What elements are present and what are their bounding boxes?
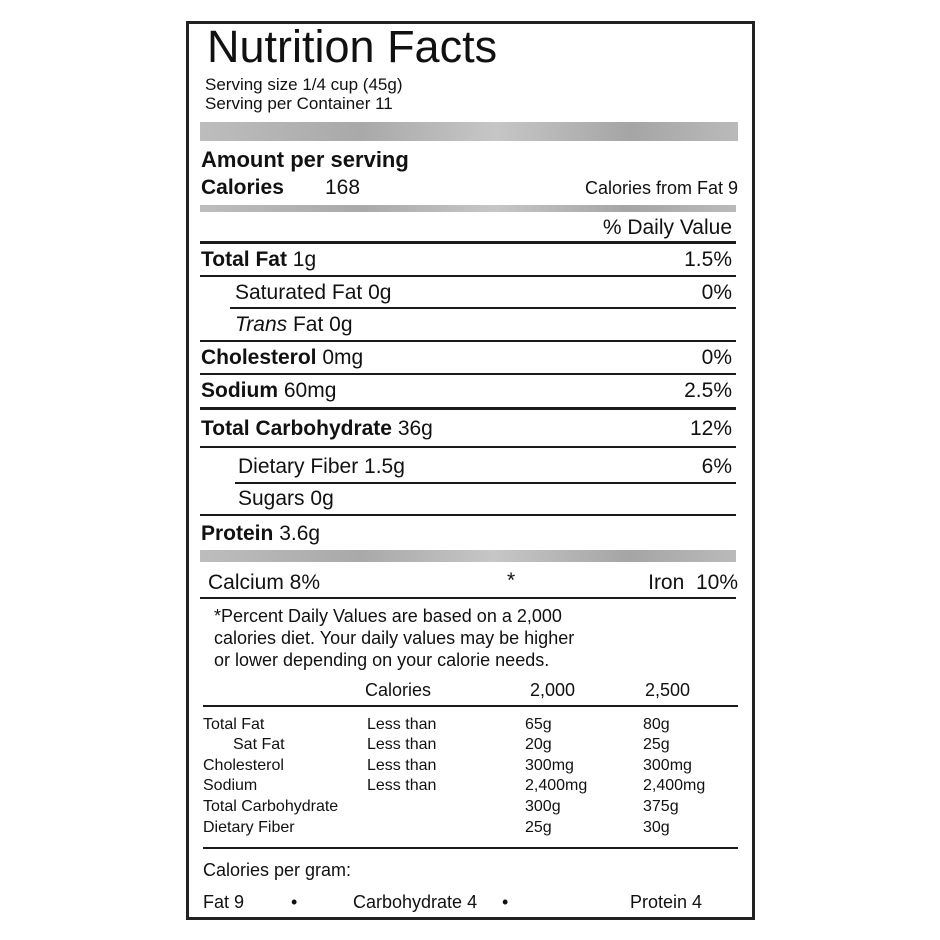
dv-cholesterol: 0% <box>701 346 732 369</box>
nutrient-row-total-carbohydrate: Total Carbohydrate 36g <box>201 417 433 440</box>
divider <box>200 340 736 342</box>
ref-table-cell: 300mg <box>525 757 574 774</box>
cpg-carbohydrate: Carbohydrate 4 <box>353 892 478 912</box>
divider <box>230 307 736 309</box>
cpg-fat: Fat 9 <box>203 892 245 912</box>
cpg-bullet: • <box>502 892 509 912</box>
cpg-bullet: • <box>291 892 298 912</box>
calories-per-gram-label: Calories per gram: <box>203 860 352 880</box>
ref-table-cell: 20g <box>525 736 552 753</box>
vitamin-separator: * <box>507 569 516 592</box>
ref-header-calories: Calories <box>365 680 432 700</box>
nutrient-row-dietary-fiber: Dietary Fiber 1.5g <box>238 455 405 478</box>
calcium: Calcium 8% <box>208 571 321 594</box>
divider <box>203 847 738 849</box>
ref-table-cell: Sat Fat <box>233 736 285 753</box>
ref-table-cell: Sodium <box>203 777 258 794</box>
nutrient-row-trans-fat: Trans Fat 0g <box>235 313 353 336</box>
dv-dietary-fiber: 6% <box>701 455 732 478</box>
iron: Iron 10% <box>648 571 738 594</box>
medium-divider <box>200 205 736 212</box>
ref-header-2500: 2,500 <box>645 680 691 700</box>
thick-divider <box>200 550 736 562</box>
divider <box>203 705 738 707</box>
calories-label: Calories <box>201 176 284 199</box>
ref-table-cell: Less than <box>367 736 437 753</box>
ref-table-cell: 30g <box>643 819 670 836</box>
nutrient-row-saturated-fat: Saturated Fat 0g <box>235 281 392 304</box>
ref-header-2000: 2,000 <box>530 680 576 700</box>
divider <box>200 275 736 277</box>
ref-table-cell: 65g <box>525 716 552 733</box>
footnote-line: *Percent Daily Values are based on a 2,0… <box>214 606 562 626</box>
footnote-line: calories diet. Your daily values may be … <box>214 628 575 648</box>
serving-size: Serving size 1/4 cup (45g) <box>205 75 403 94</box>
ref-table-cell: Total Carbohydrate <box>203 798 339 815</box>
servings-per-container: Serving per Container 11 <box>205 94 393 113</box>
label-title: Nutrition Facts <box>207 21 498 72</box>
nutrition-label <box>186 21 755 920</box>
ref-table-cell: 300mg <box>643 757 692 774</box>
amount-per-serving: Amount per serving <box>201 147 409 172</box>
ref-table-cell: Less than <box>367 777 437 794</box>
divider <box>200 373 736 375</box>
nutrient-row-total-fat: Total Fat 1g <box>201 248 317 271</box>
footnote-line: or lower depending on your calorie needs… <box>214 650 550 670</box>
divider <box>235 482 736 484</box>
nutrient-row-protein: Protein 3.6g <box>201 522 321 545</box>
ref-table-cell: 2,400mg <box>525 777 588 794</box>
ref-table-cell: Cholesterol <box>203 757 284 774</box>
ref-table-cell: 375g <box>643 798 679 815</box>
divider <box>200 514 736 516</box>
ref-table-cell: Less than <box>367 757 437 774</box>
divider <box>200 241 736 244</box>
cpg-protein: Protein 4 <box>630 892 703 912</box>
nutrient-row-cholesterol: Cholesterol 0mg <box>201 346 364 369</box>
nutrient-row-sugars: Sugars 0g <box>238 487 334 510</box>
daily-value-header: % Daily Value <box>602 216 732 239</box>
divider <box>200 407 736 410</box>
dv-total-fat: 1.5% <box>684 248 732 271</box>
thick-divider <box>200 122 738 141</box>
divider <box>200 597 736 599</box>
ref-table-cell: 25g <box>643 736 670 753</box>
ref-table-cell: Less than <box>367 716 437 733</box>
ref-table-cell: Total Fat <box>203 716 265 733</box>
nutrient-row-sodium: Sodium 60mg <box>201 379 337 402</box>
ref-table-cell: 2,400mg <box>643 777 706 794</box>
divider <box>200 446 736 448</box>
dv-sodium: 2.5% <box>684 379 732 402</box>
calories-value: 168 <box>325 176 361 199</box>
dv-total-carbohydrate: 12% <box>689 417 732 440</box>
ref-table-cell: 80g <box>643 716 670 733</box>
calories-from-fat: Calories from Fat 9 <box>584 178 738 198</box>
ref-table-cell: Dietary Fiber <box>203 819 295 836</box>
ref-table-cell: 300g <box>525 798 561 815</box>
ref-table-cell: 25g <box>525 819 552 836</box>
dv-saturated-fat: 0% <box>701 281 732 304</box>
